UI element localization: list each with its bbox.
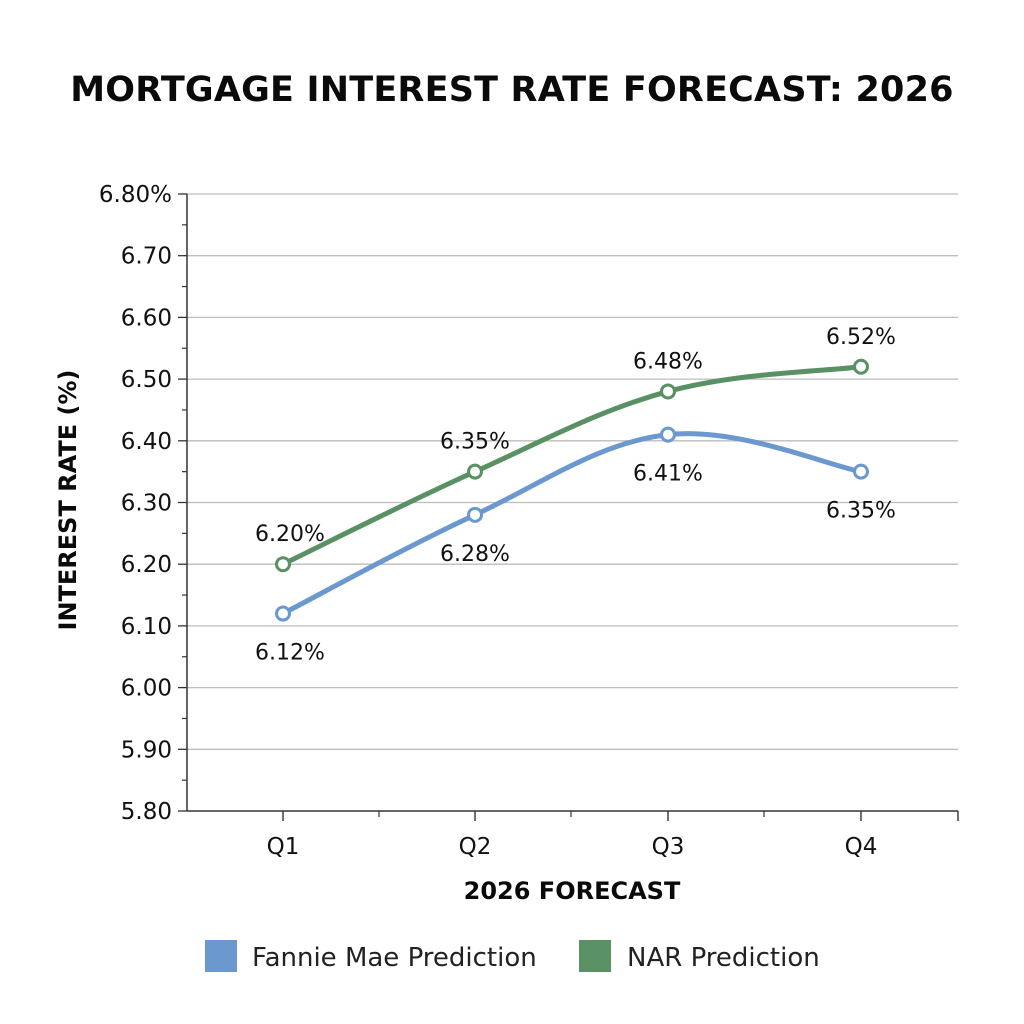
y-tick-label: 5.80 [121,799,172,825]
y-tick-label: 6.60 [121,305,172,331]
data-labels: 6.12% 6.28% 6.41% 6.35% 6.20% 6.35% 6.48% 6.52% [255,325,896,666]
nar-legend-swatch [579,940,611,972]
nar-data-label: 6.48% [633,349,703,374]
fannie-mae-data-label: 6.28% [440,542,510,567]
nar-data-label: 6.20% [255,522,325,547]
nar-point [853,358,869,375]
fannie-mae-data-label: 6.35% [826,499,896,524]
fannie-mae-data-label: 6.12% [255,641,325,666]
y-tick-label: 6.10 [121,614,172,640]
x-tick-labels: Q1 Q2 Q3 Q4 [267,834,878,860]
y-tick-label: 6.70 [121,244,172,270]
fannie-mae-point [853,463,869,480]
axes [178,193,959,821]
y-tick-label: 6.20 [121,552,172,578]
y-tick-label: 6.50 [121,367,172,393]
y-tick-label: 5.90 [121,737,172,763]
y-tick-labels: 6.80% 6.70 6.60 6.50 6.40 6.30 6.20 6.10 6.00 5.9… [99,182,172,825]
series [275,358,869,622]
x-tick-label: Q2 [459,834,492,860]
fannie-mae-legend-label: Fannie Mae Prediction [252,943,537,973]
x-tick-label: Q4 [845,834,878,860]
y-tick-label: 6.30 [121,491,172,517]
legend: Fannie Mae Prediction NAR Prediction [205,940,820,973]
x-axis-title: 2026 FORECAST [464,877,681,905]
gridlines [187,193,958,750]
y-tick-label: 6.00 [121,676,172,702]
fannie-mae-point [467,506,483,523]
x-tick-label: Q3 [652,834,685,860]
nar-data-label: 6.52% [826,325,896,350]
nar-point [467,463,483,480]
fannie-mae-series-line [280,431,864,617]
fannie-mae-data-label: 6.41% [633,462,703,487]
chart-title: MORTGAGE INTEREST RATE FORECAST: 2026 [70,70,954,110]
y-axis-title: INTEREST RATE (%) [54,370,82,631]
nar-legend-label: NAR Prediction [627,943,820,973]
fannie-mae-point [275,605,291,622]
nar-point [660,383,676,400]
fannie-mae-legend-swatch [205,940,237,972]
fannie-mae-point [660,426,676,443]
y-tick-label: 6.80% [99,182,172,208]
x-tick-label: Q1 [267,834,300,860]
y-tick-label: 6.40 [121,429,172,455]
nar-point [275,556,291,573]
nar-series-line [280,364,864,567]
nar-data-label: 6.35% [440,430,510,455]
